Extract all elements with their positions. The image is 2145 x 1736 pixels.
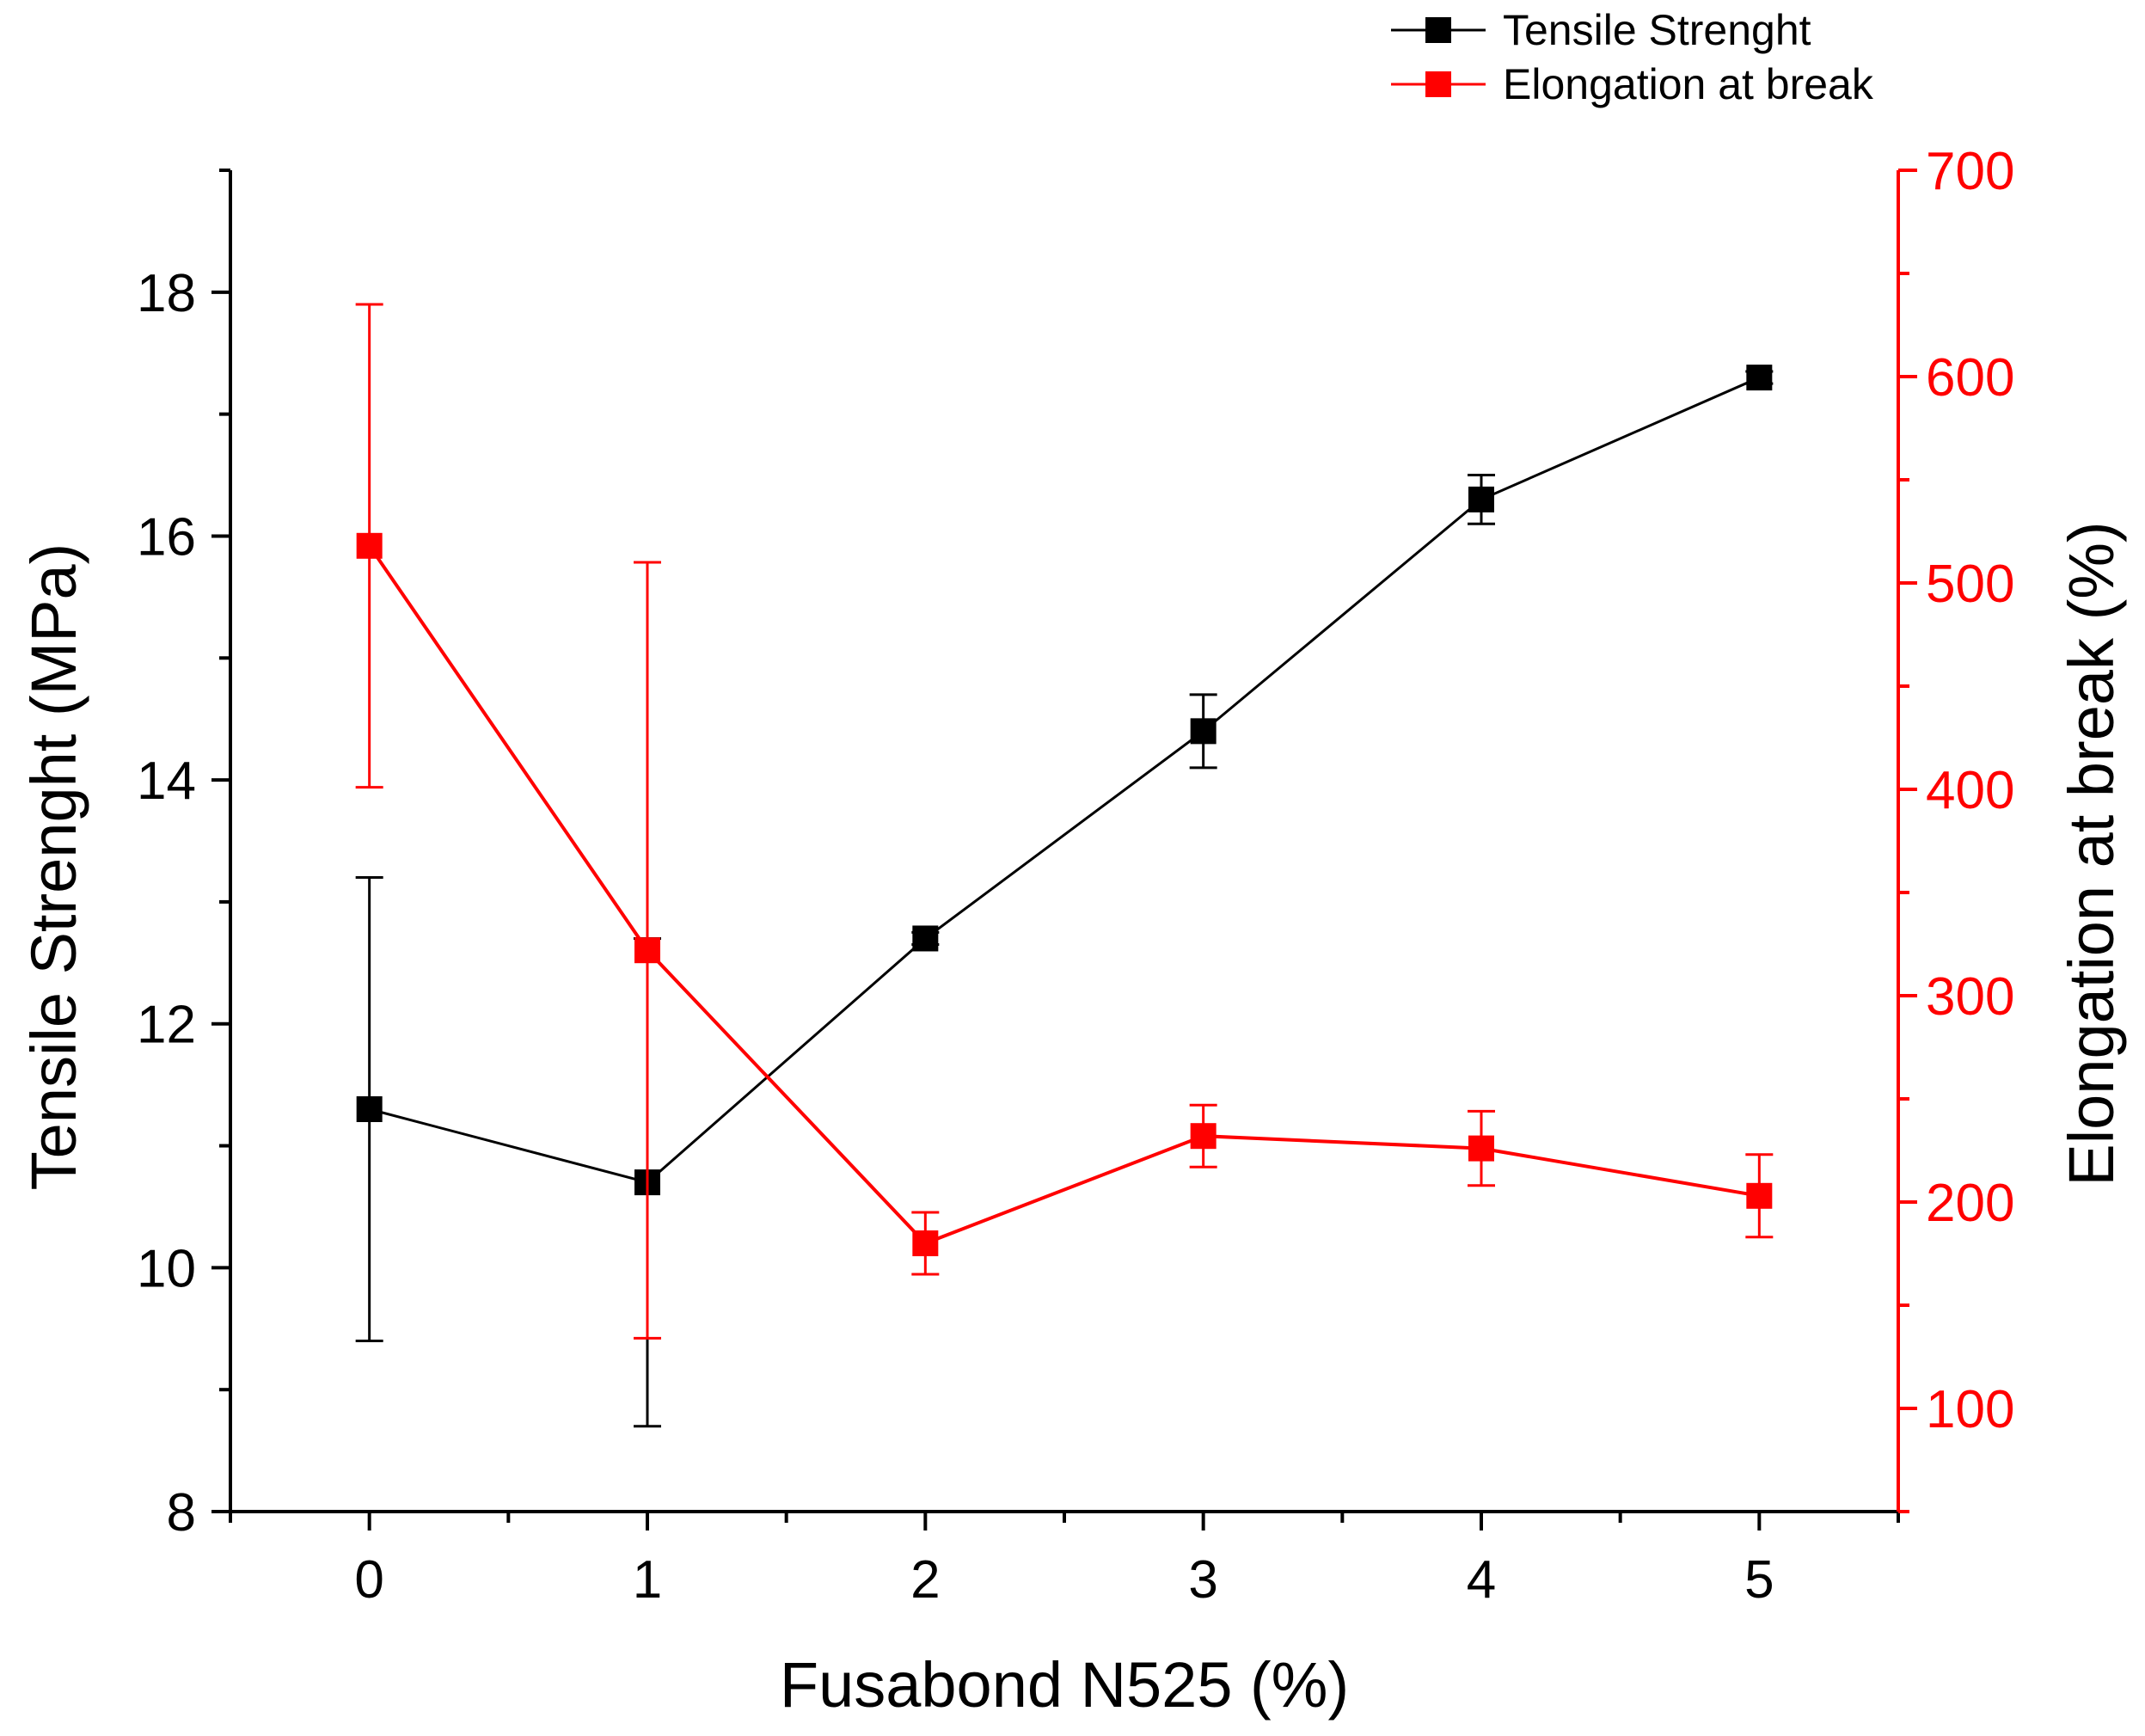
plot-frame <box>229 170 1900 1513</box>
y-axis-left: 8 10 12 14 16 18 <box>137 169 230 1543</box>
y-axis-left-title: Tensile Strenght (MPa) <box>18 543 89 1191</box>
legend-marker <box>1425 17 1451 43</box>
series-layer <box>355 303 1774 1428</box>
legend-label: Elongation at break <box>1503 60 1874 108</box>
x-tick-label: 4 <box>1467 1550 1496 1610</box>
data-point <box>634 937 660 964</box>
data-point <box>356 1096 383 1122</box>
x-tick-label: 1 <box>633 1550 662 1610</box>
data-point <box>1468 486 1494 512</box>
legend: Tensile Strenght Elongation at break <box>1391 6 1874 108</box>
x-axis: 0 1 2 3 4 5 <box>229 1512 1900 1610</box>
y-right-tick-label: 700 <box>1926 142 2014 201</box>
data-point <box>912 925 939 952</box>
series-tensile-strength <box>355 365 1774 1428</box>
y-left-tick-label: 12 <box>137 996 196 1055</box>
data-point <box>356 532 383 559</box>
x-tick-label: 2 <box>910 1550 940 1610</box>
data-point <box>1190 718 1217 745</box>
data-point <box>1190 1123 1217 1150</box>
y-right-tick-label: 600 <box>1926 348 2014 408</box>
x-tick-label: 5 <box>1744 1550 1774 1610</box>
legend-marker <box>1425 71 1451 97</box>
data-point <box>912 1230 939 1256</box>
y-left-tick-label: 14 <box>137 751 196 811</box>
data-point <box>1746 1182 1773 1209</box>
y-right-tick-label: 200 <box>1926 1174 2014 1233</box>
x-tick-label: 0 <box>354 1550 383 1610</box>
y-right-tick-label: 500 <box>1926 555 2014 614</box>
x-tick-label: 3 <box>1188 1550 1217 1610</box>
y-left-tick-label: 16 <box>137 507 196 567</box>
y-right-tick-label: 400 <box>1926 761 2014 820</box>
x-axis-title: Fusabond N525 (%) <box>780 1649 1349 1721</box>
y-right-tick-label: 100 <box>1926 1380 2014 1439</box>
y-right-tick-label: 300 <box>1926 967 2014 1027</box>
y-axis-right: 100 200 300 400 500 600 700 <box>1898 142 2014 1513</box>
y-left-tick-label: 8 <box>167 1483 196 1543</box>
series-elongation <box>355 303 1774 1340</box>
data-point <box>1746 365 1773 391</box>
y-left-tick-label: 10 <box>137 1239 196 1298</box>
data-point <box>1468 1135 1494 1162</box>
legend-label: Tensile Strenght <box>1503 6 1811 54</box>
y-axis-right-title: Elongation at break (%) <box>2056 521 2127 1186</box>
series-line <box>369 376 1760 1184</box>
series-line <box>368 544 1760 1246</box>
y-left-tick-label: 18 <box>137 264 196 323</box>
